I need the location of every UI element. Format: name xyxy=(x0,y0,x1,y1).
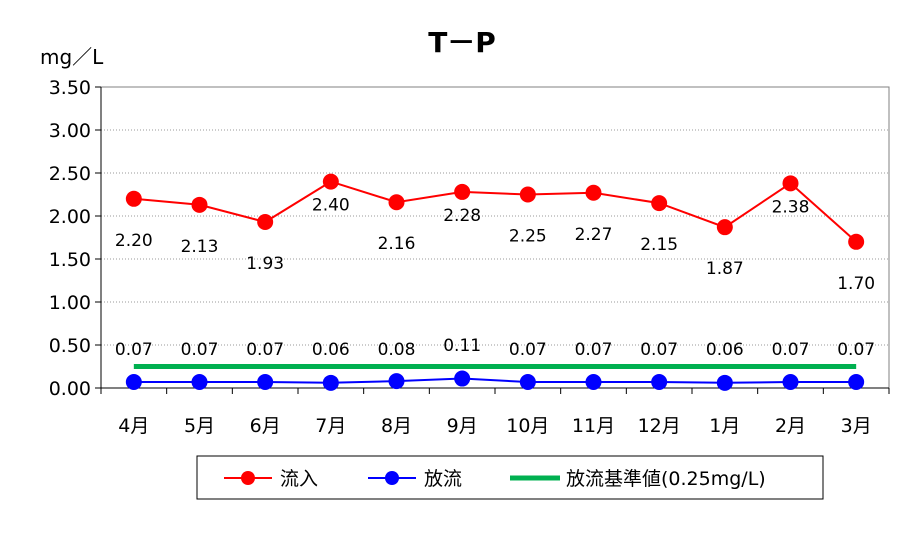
inflow-data-label: 2.16 xyxy=(378,234,416,254)
x-tick-label: 7月 xyxy=(315,415,346,437)
outflow-point xyxy=(782,373,799,390)
legend: 流入 放流 放流基準値(0.25mg/L) xyxy=(196,455,824,500)
x-tick-label: 5月 xyxy=(184,415,215,437)
inflow-point xyxy=(585,184,602,201)
inflow-data-label: 2.38 xyxy=(772,197,810,217)
outflow-point xyxy=(519,373,536,390)
outflow-point xyxy=(848,373,865,390)
y-tick-label: 2.50 xyxy=(49,163,91,185)
inflow-data-label: 2.28 xyxy=(443,206,481,226)
inflow-point xyxy=(322,173,339,190)
inflow-data-label: 2.25 xyxy=(509,227,547,247)
inflow-point xyxy=(454,183,471,200)
inflow-point xyxy=(191,196,208,213)
y-axis-ticks: 0.00 0.50 1.00 1.50 2.00 2.50 3.00 3.50 xyxy=(49,77,101,400)
outflow-point xyxy=(322,374,339,391)
outflow-data-label: 0.06 xyxy=(312,340,350,360)
chart-title: T－P xyxy=(428,26,496,59)
inflow-data-label: 2.27 xyxy=(575,225,613,245)
x-tick-label: 9月 xyxy=(447,415,478,437)
inflow-data-label: 2.13 xyxy=(181,237,219,257)
series-lines xyxy=(125,173,865,391)
inflow-series-line xyxy=(133,180,857,243)
outflow-point xyxy=(125,373,142,390)
outflow-data-label: 0.07 xyxy=(509,340,547,360)
outflow-data-label: 0.07 xyxy=(181,340,219,360)
y-tick-label: 0.00 xyxy=(49,378,91,400)
x-tick-label: 8月 xyxy=(381,415,412,437)
outflow-point xyxy=(585,373,602,390)
inflow-point xyxy=(651,195,668,212)
x-tick-label: 12月 xyxy=(638,415,681,437)
data-labels: 2.20 2.13 1.93 2.40 2.16 2.28 2.25 2.27 2.15 1.87… xyxy=(115,196,875,360)
legend-inflow-label: 流入 xyxy=(280,468,318,490)
outflow-data-label: 0.07 xyxy=(246,340,284,360)
inflow-data-label: 1.93 xyxy=(246,254,284,274)
y-tick-label: 1.50 xyxy=(49,249,91,271)
outflow-data-label: 0.07 xyxy=(575,340,613,360)
outflow-point xyxy=(191,373,208,390)
inflow-point xyxy=(848,233,865,250)
y-tick-label: 2.00 xyxy=(49,206,91,228)
outflow-point xyxy=(257,373,274,390)
inflow-data-label: 2.40 xyxy=(312,196,350,216)
outflow-point xyxy=(388,373,405,390)
inflow-point xyxy=(716,219,733,236)
x-tick-label: 3月 xyxy=(841,415,872,437)
outflow-point xyxy=(651,373,668,390)
x-tick-label: 2月 xyxy=(775,415,806,437)
outflow-data-label: 0.08 xyxy=(378,340,416,360)
outflow-data-label: 0.11 xyxy=(443,336,481,356)
outflow-data-label: 0.07 xyxy=(640,340,678,360)
x-axis-ticks: 4月 5月 6月 7月 8月 9月 10月 11月 12月 1月 2月 3月 xyxy=(100,388,890,437)
outflow-point xyxy=(454,370,471,387)
outflow-data-label: 0.07 xyxy=(772,340,810,360)
x-tick-label: 4月 xyxy=(118,415,149,437)
legend-standard-label: 放流基準値(0.25mg/L) xyxy=(566,468,766,490)
inflow-data-label: 1.70 xyxy=(837,274,875,294)
x-tick-label: 1月 xyxy=(709,415,740,437)
gridlines xyxy=(101,129,889,346)
x-tick-label: 11月 xyxy=(572,415,615,437)
inflow-point xyxy=(257,214,274,231)
legend-inflow-swatch-marker xyxy=(241,471,255,485)
inflow-point xyxy=(782,175,799,192)
y-tick-label: 3.50 xyxy=(49,77,91,99)
inflow-point xyxy=(519,186,536,203)
inflow-point xyxy=(388,194,405,211)
inflow-data-label: 2.15 xyxy=(640,235,678,255)
x-tick-label: 6月 xyxy=(250,415,281,437)
y-tick-label: 3.00 xyxy=(49,120,91,142)
y-tick-label: 1.00 xyxy=(49,292,91,314)
inflow-point xyxy=(125,190,142,207)
legend-outflow-swatch-marker xyxy=(385,471,399,485)
inflow-data-label: 1.87 xyxy=(706,259,744,279)
y-axis-unit-label: mg／L xyxy=(40,45,104,69)
x-tick-label: 10月 xyxy=(506,415,549,437)
outflow-point xyxy=(716,374,733,391)
legend-outflow-label: 放流 xyxy=(424,468,462,490)
y-tick-label: 0.50 xyxy=(49,335,91,357)
outflow-data-label: 0.07 xyxy=(837,340,875,360)
outflow-series-line xyxy=(133,377,857,384)
outflow-data-label: 0.06 xyxy=(706,340,744,360)
inflow-data-label: 2.20 xyxy=(115,231,153,251)
outflow-data-label: 0.07 xyxy=(115,340,153,360)
